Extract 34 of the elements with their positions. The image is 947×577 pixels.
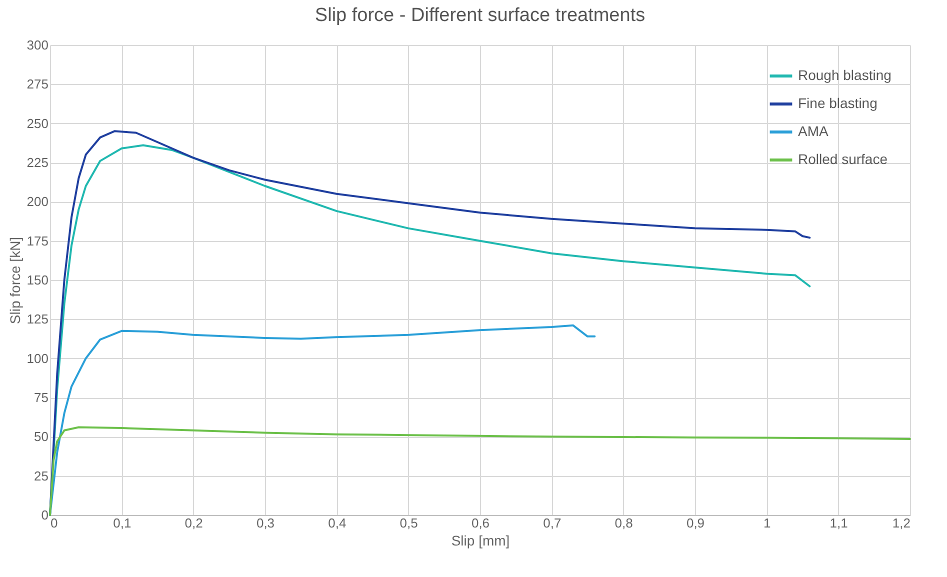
x-tick-label: 1 — [764, 516, 771, 530]
x-tick-label: 0,1 — [113, 516, 132, 530]
x-tick-label: 0,7 — [543, 516, 562, 530]
x-tick-label: 0,6 — [471, 516, 490, 530]
x-tick-label: 1,1 — [830, 516, 848, 530]
x-tick-label: 0,5 — [400, 516, 418, 530]
legend-label: AMA — [798, 123, 829, 139]
y-tick-label: 50 — [34, 429, 48, 444]
x-tick-label: 0,3 — [256, 516, 275, 530]
x-tick-label: 0,9 — [686, 516, 705, 530]
y-tick-label: 100 — [26, 350, 48, 366]
x-tick-label: 0,2 — [184, 516, 203, 530]
y-tick-label: 300 — [26, 38, 48, 52]
legend-label: Fine blasting — [798, 95, 878, 111]
x-axis-title: Slip [mm] — [451, 532, 510, 548]
x-tick-label: 0,8 — [614, 516, 633, 530]
legend-label: Rolled surface — [798, 151, 888, 167]
y-tick-label: 150 — [26, 272, 48, 288]
x-tick-label: 0,4 — [328, 516, 346, 530]
y-tick-label: 225 — [26, 155, 48, 170]
y-tick-label: 125 — [26, 312, 48, 327]
y-tick-label: 75 — [34, 390, 48, 405]
y-tick-label: 200 — [26, 194, 48, 210]
line-series — [49, 324, 596, 516]
chart-title: Slip force - Different surface treatments — [314, 5, 646, 26]
line-series — [49, 426, 911, 516]
x-tick-label: 0 — [50, 516, 58, 530]
x-tick-label: 1,2 — [892, 516, 910, 530]
y-tick-label: 25 — [34, 468, 48, 484]
legend-label: Rough blasting — [798, 67, 892, 83]
y-tick-label: 250 — [26, 116, 48, 131]
y-axis-title: Slip force [kN] — [6, 236, 23, 324]
y-tick-label: 275 — [26, 76, 48, 92]
y-tick-label: 175 — [26, 233, 48, 248]
